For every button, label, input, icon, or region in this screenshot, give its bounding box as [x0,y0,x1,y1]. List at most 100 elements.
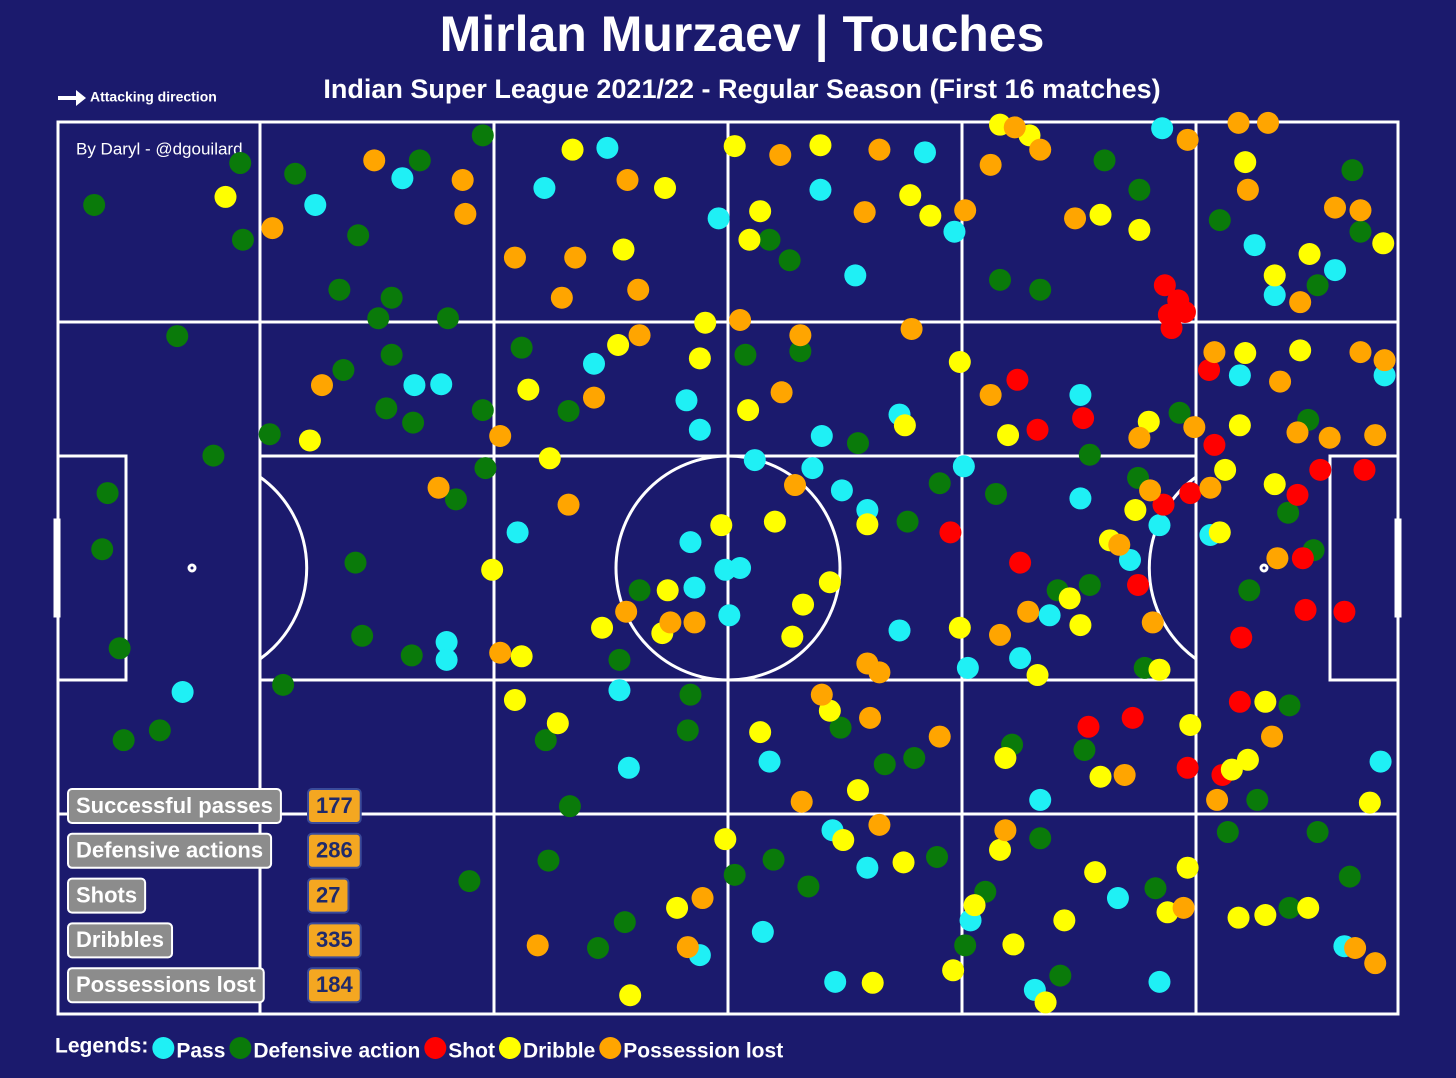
touch-point [1254,690,1277,713]
stat-label-box [67,788,282,824]
touch-point [612,238,635,261]
legend-label: Shot [448,1040,495,1063]
touch-point [789,324,812,347]
touch-point [451,168,474,191]
chart-title: Mirlan Murzaev | Touches [440,6,1045,63]
touch-point [954,934,977,957]
touch-point [1298,243,1321,266]
touch-point [1038,604,1061,627]
touch-point [985,482,1007,505]
touch-point [1263,284,1286,307]
touch-point [1003,116,1026,139]
touch-point [899,184,922,207]
touch-point [1220,758,1243,781]
attacking-arrow [58,90,86,106]
touch-point [913,141,936,164]
touch-point [1029,138,1052,161]
touch-point [1017,600,1040,623]
touch-point [778,249,801,272]
legend: Legends: Pass Defensive action Shot Dribble… [55,1035,783,1063]
touch-point [743,449,766,472]
touch-point [868,661,891,684]
touch-point [797,875,820,898]
touch-point [304,193,327,216]
touch-point [557,493,580,516]
touch-point [873,753,896,776]
touch-point [506,521,529,544]
touch-point [1198,358,1221,381]
touch-point [400,644,423,667]
touch-point [989,268,1012,291]
touch-point [435,631,458,654]
touch-point [1172,896,1195,919]
touch-point [1278,694,1301,717]
touch-point [989,838,1012,861]
touch-point [710,514,733,537]
touch-point [769,144,792,167]
touch-point [166,325,189,348]
touch-point [1369,750,1392,773]
touch-point [654,177,677,200]
touch-point [1108,533,1131,556]
touch-point [380,343,403,366]
touch-point [1179,482,1202,505]
touch-point [616,168,639,191]
touch-point [1078,573,1101,596]
touch-point [762,848,785,871]
touch-point [1058,587,1081,610]
touch-point [801,457,824,480]
touch-point [1289,291,1312,314]
stat-label: Shots [76,882,137,907]
touch-point [1228,690,1251,713]
touch-point [1176,756,1199,779]
touch-point [564,246,587,269]
touch-point [538,447,561,470]
touch-point [1069,614,1092,637]
touch-point [231,228,254,251]
touch-point [1333,600,1356,623]
legend-marker [599,1037,622,1059]
touch-point [587,936,610,959]
touch-point [526,934,549,957]
touch-point [853,201,876,224]
touch-point [91,538,114,561]
touch-point [561,138,584,161]
touch-point [903,746,926,769]
touch-point [723,863,746,886]
touch-point [474,457,497,480]
touch-point [617,756,640,779]
touch-point [435,648,458,671]
touch-point [1243,234,1266,257]
touch-point [1234,151,1257,174]
legend-marker [424,1037,447,1059]
touch-point [1089,203,1112,226]
touch-point [770,381,793,404]
touch-point [1230,626,1253,649]
touch-point [1034,991,1057,1014]
stat-label: Possessions lost [76,972,256,997]
touch-point [994,819,1017,842]
touch-point [751,920,774,943]
touch-point [328,278,351,301]
touch-point [503,689,526,712]
touch-point [792,593,815,616]
touch-point [729,309,752,332]
touch-point [1246,788,1269,811]
touch-point [427,476,450,499]
touch-point [1206,788,1229,811]
touch-point [1029,788,1052,811]
touch-point [1263,473,1286,496]
touch-point [707,207,730,230]
touch-point [952,455,975,478]
chart-subtitle: Indian Super League 2021/22 - Regular Se… [323,74,1160,104]
touch-point [1297,896,1320,919]
touch-point [856,513,879,536]
touch-point [691,887,714,910]
touch-point [628,579,651,602]
touch-point [1294,598,1317,621]
touch-point [83,193,106,216]
touch-point [607,334,630,356]
touch-point [1141,611,1164,634]
touch-point [1324,259,1347,282]
touch-point [534,729,557,752]
